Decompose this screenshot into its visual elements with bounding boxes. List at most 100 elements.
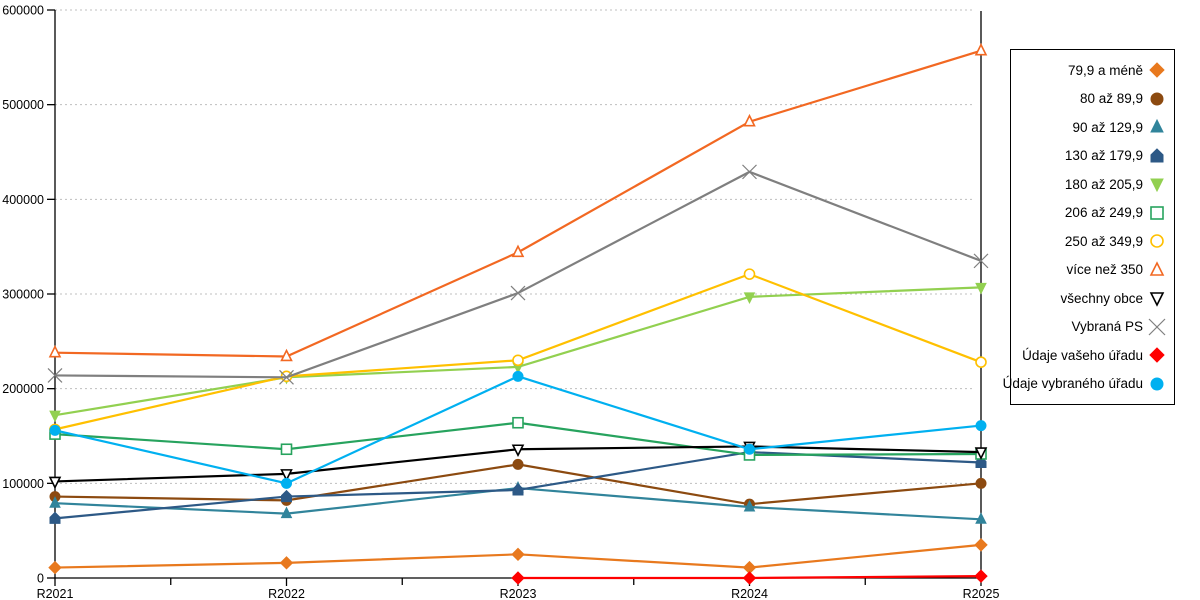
data-point-marker bbox=[279, 556, 294, 570]
series-vybran-ps bbox=[47, 164, 989, 385]
legend-item: Údaje vybraného úřadu bbox=[1003, 375, 1166, 393]
legend-marker-icon bbox=[1149, 292, 1165, 308]
data-point-marker bbox=[512, 370, 524, 382]
data-point-marker bbox=[742, 164, 757, 180]
legend-item-label: Údaje vašeho úřadu bbox=[1022, 347, 1143, 363]
data-point-marker bbox=[975, 356, 987, 368]
data-point-marker bbox=[280, 506, 293, 519]
data-point-marker bbox=[744, 443, 755, 455]
data-point-marker bbox=[510, 285, 526, 301]
data-point-marker bbox=[511, 444, 525, 458]
x-axis-label: R2023 bbox=[500, 587, 537, 600]
data-point-marker bbox=[742, 571, 757, 585]
series-v-ce-ne-350 bbox=[48, 42, 988, 362]
legend-marker-icon bbox=[1150, 178, 1164, 193]
legend-marker-icon bbox=[1150, 205, 1164, 220]
series-line bbox=[54, 170, 982, 379]
data-point-marker bbox=[743, 499, 756, 512]
legend-marker-icon bbox=[1150, 119, 1164, 133]
y-axis-label: 300000 bbox=[2, 288, 44, 302]
legend-item: 80 až 89,9 bbox=[1019, 90, 1166, 108]
data-point-marker bbox=[511, 571, 525, 585]
data-point-marker bbox=[49, 511, 61, 524]
legend-marker-icon bbox=[1150, 205, 1164, 220]
data-point-marker bbox=[48, 476, 62, 490]
data-point-marker bbox=[48, 344, 62, 358]
data-point-marker bbox=[512, 354, 524, 367]
data-point-marker bbox=[975, 282, 987, 295]
legend-item-label: 79,9 a méně bbox=[1067, 62, 1143, 78]
data-point-marker bbox=[47, 367, 63, 383]
data-point-marker bbox=[281, 477, 292, 489]
legend-item: 79,9 a méně bbox=[1019, 61, 1166, 79]
legend-marker-icon bbox=[1150, 92, 1164, 106]
legend-marker-icon bbox=[1150, 148, 1164, 163]
y-axis-label: 0 bbox=[37, 572, 44, 586]
legend-item: 130 až 179,9 bbox=[1019, 147, 1166, 165]
legend-marker-icon bbox=[1149, 260, 1165, 276]
data-point-marker bbox=[49, 496, 61, 508]
legend-marker-icon bbox=[1148, 318, 1166, 336]
x-axis-label: R2022 bbox=[268, 587, 305, 600]
data-point-marker bbox=[975, 477, 987, 489]
data-point-marker bbox=[743, 268, 756, 280]
data-point-marker bbox=[975, 420, 987, 432]
legend-marker-icon bbox=[1149, 347, 1165, 363]
series--daje-va-eho-adu bbox=[511, 569, 988, 585]
legend-item: 250 až 349,9 bbox=[1019, 232, 1166, 250]
y-axis-label: 400000 bbox=[2, 193, 44, 207]
legend-item: všechny obce bbox=[1019, 289, 1166, 308]
legend-item-label: více než 350 bbox=[1066, 262, 1143, 277]
data-point-marker bbox=[974, 42, 988, 56]
legend-marker-icon bbox=[1150, 119, 1164, 133]
legend-item-label: 206 až 249,9 bbox=[1064, 205, 1143, 220]
x-axis-label: R2021 bbox=[37, 587, 74, 600]
chart-legend: 79,9 a méně 80 až 89,9 90 až 129,9 130 až 1… bbox=[1003, 49, 1175, 405]
data-point-marker bbox=[511, 547, 525, 562]
legend-item-label: 250 až 349,9 bbox=[1064, 233, 1143, 249]
legend-marker-icon bbox=[1150, 377, 1164, 391]
legend-marker-icon bbox=[1150, 234, 1164, 249]
legend-item-label: 90 až 129,9 bbox=[1072, 119, 1143, 135]
legend-item-label: Vybraná PS bbox=[1071, 319, 1143, 334]
legend-item: více než 350 bbox=[1019, 260, 1166, 279]
legend-item: Údaje vašeho úřadu bbox=[1019, 346, 1166, 364]
data-point-marker bbox=[973, 253, 989, 269]
series-line bbox=[54, 286, 982, 417]
legend-marker-icon bbox=[1149, 260, 1165, 276]
legend-marker-icon bbox=[1150, 148, 1164, 163]
legend-marker-icon bbox=[1150, 178, 1164, 193]
legend-item-label: všechny obce bbox=[1060, 290, 1143, 306]
series-79-9-a-m-n- bbox=[48, 538, 988, 575]
data-point-marker bbox=[280, 443, 293, 456]
y-axis-label: 600000 bbox=[2, 4, 44, 18]
data-point-marker bbox=[743, 113, 756, 127]
legend-marker-icon bbox=[1149, 347, 1165, 363]
data-point-marker bbox=[48, 560, 62, 575]
y-axis-label: 500000 bbox=[2, 98, 44, 112]
data-point-marker bbox=[511, 244, 525, 258]
data-point-marker bbox=[280, 348, 293, 362]
legend-item-label: 130 až 179,9 bbox=[1064, 148, 1143, 163]
x-axis-label: R2024 bbox=[731, 587, 768, 600]
data-point-marker bbox=[49, 424, 61, 436]
x-axis-label: R2025 bbox=[963, 587, 1000, 600]
data-point-marker bbox=[974, 538, 988, 552]
legend-item: 90 až 129,9 bbox=[1019, 118, 1166, 136]
data-point-marker bbox=[974, 447, 988, 460]
legend-marker-icon bbox=[1149, 62, 1165, 78]
data-point-marker bbox=[975, 512, 987, 524]
y-axis-label: 100000 bbox=[2, 477, 44, 491]
legend-marker-icon bbox=[1148, 318, 1166, 336]
data-point-marker bbox=[512, 483, 524, 496]
legend-marker-icon bbox=[1149, 62, 1165, 78]
data-point-marker bbox=[512, 416, 524, 429]
legend-marker-icon bbox=[1150, 92, 1164, 106]
legend-item: 206 až 249,9 bbox=[1019, 204, 1166, 222]
series-line bbox=[54, 272, 982, 431]
legend-marker-icon bbox=[1149, 292, 1165, 308]
legend-item: 180 až 205,9 bbox=[1019, 175, 1166, 193]
legend-item-label: Údaje vybraného úřadu bbox=[1002, 376, 1143, 391]
